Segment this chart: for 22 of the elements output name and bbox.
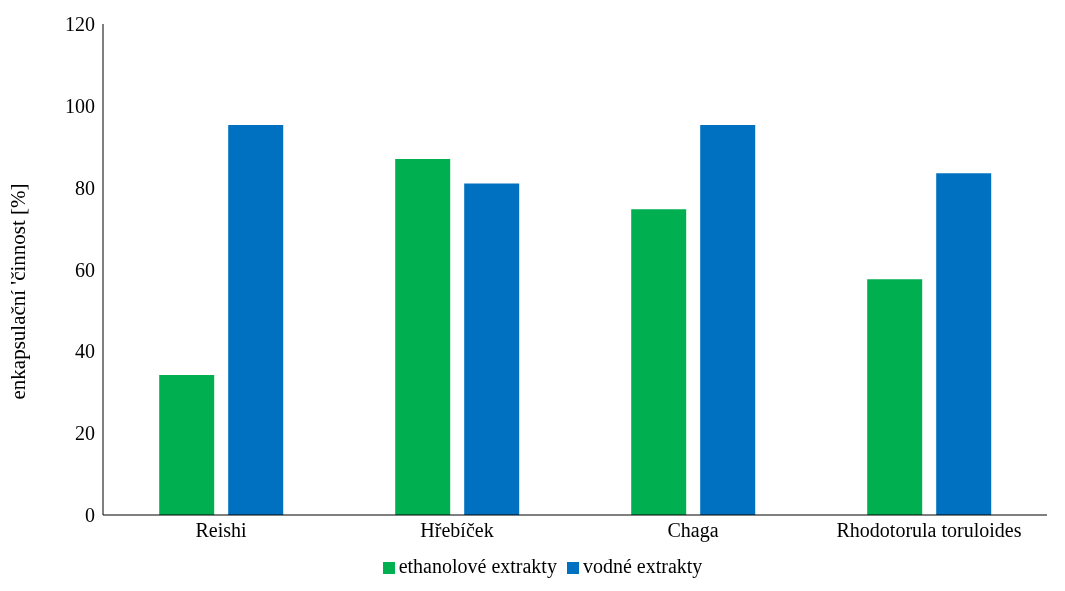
x-tick-label: Chaga (667, 519, 719, 543)
y-tick-label: 100 (65, 94, 95, 117)
y-tick-label: 40 (75, 340, 95, 363)
y-axis-title: enkapsulační 'činnost [%] (6, 183, 31, 400)
x-tick-label: Rhodotorula toruloides (836, 519, 1022, 542)
legend-label: ethanolové extrakty (398, 555, 557, 577)
bar (228, 125, 284, 515)
bar (936, 173, 992, 515)
y-tick-label: 0 (85, 504, 95, 527)
bar (395, 159, 451, 515)
bar (464, 183, 520, 515)
y-tick-label: 20 (75, 422, 95, 445)
legend-label: vodné extrakty (582, 555, 703, 577)
y-tick-label: 60 (75, 258, 95, 281)
bar (700, 125, 756, 515)
bar (631, 209, 687, 515)
x-tick-label: Hřebíček (420, 519, 494, 542)
bar (867, 279, 923, 515)
y-tick-label: 120 (65, 13, 95, 36)
y-tick-label: 80 (75, 176, 95, 199)
x-tick-label: Reishi (195, 519, 247, 542)
bar (159, 375, 215, 515)
